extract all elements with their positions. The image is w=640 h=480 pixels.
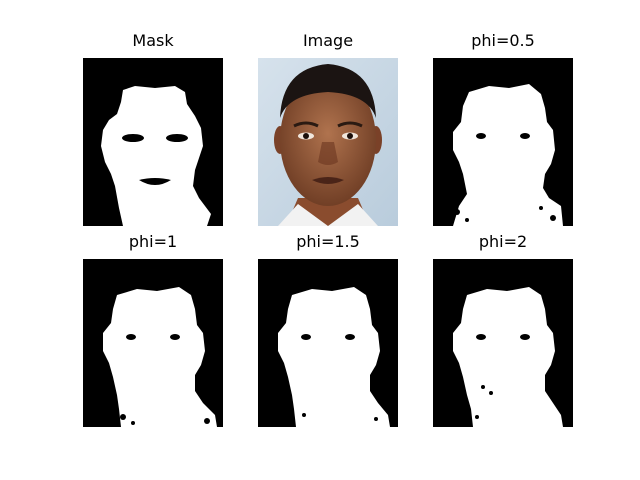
result-title-phi-1-5: phi=1.5: [296, 232, 360, 251]
result-panel-phi-2: phi=2: [433, 232, 573, 427]
result-image-phi-0-5: [433, 58, 573, 226]
result-title-phi-0-5: phi=0.5: [471, 31, 535, 50]
mask-image: [83, 58, 223, 226]
photo-title: Image: [302, 31, 354, 50]
result-title-phi-2: phi=2: [478, 232, 528, 251]
result-panel-phi-0-5: phi=0.5: [433, 31, 573, 226]
result-title-phi-1: phi=1: [128, 232, 178, 251]
result-image-phi-2: [433, 259, 573, 427]
mask-title: Mask: [132, 31, 174, 50]
result-image-phi-1: [83, 259, 223, 427]
result-panel-phi-1-5: phi=1.5: [258, 232, 398, 427]
result-image-phi-1-5: [258, 259, 398, 427]
face-photo: [258, 58, 398, 226]
result-panel-phi-1: phi=1: [83, 232, 223, 427]
photo-panel: Image: [258, 31, 398, 226]
mask-panel: Mask: [83, 31, 223, 226]
